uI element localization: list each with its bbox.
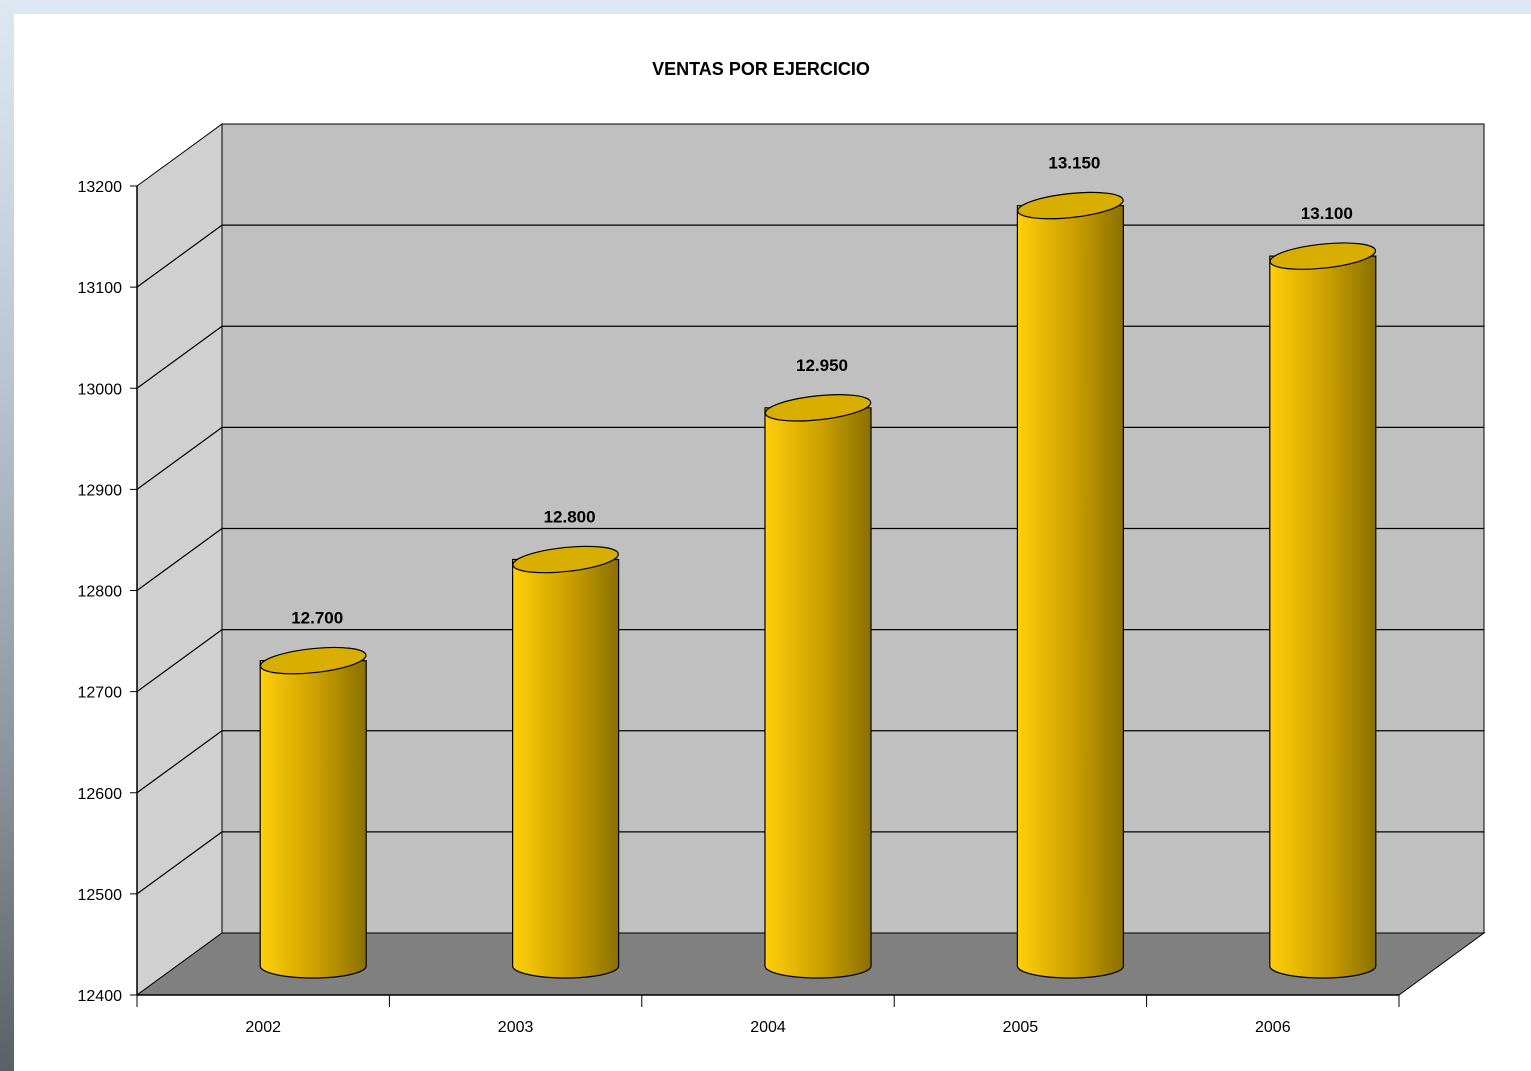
window-edge-strip — [0, 0, 14, 1071]
gridline-side — [136, 426, 223, 490]
bar-body — [512, 558, 620, 979]
data-labels: 12.700 12.800 12.950 13.150 13.100 — [291, 154, 1353, 628]
bar-top — [512, 545, 619, 574]
x-tick-label: 2005 — [1003, 1019, 1039, 1036]
data-label: 12.800 — [544, 508, 596, 527]
bar-body — [1269, 255, 1377, 979]
y-tick-label: 12900 — [78, 482, 123, 499]
gridline-side — [136, 831, 223, 895]
bar-2005 — [1016, 191, 1124, 979]
y-tick-label: 12800 — [78, 584, 123, 601]
gridline-side — [136, 730, 223, 794]
data-label: 13.100 — [1301, 204, 1353, 223]
gridline-side — [136, 224, 223, 288]
data-label: 13.150 — [1048, 154, 1100, 173]
gridline-side — [136, 528, 223, 591]
y-tick-label: 12700 — [78, 685, 123, 702]
chart-panel: 12400 12500 12600 12700 12800 12900 13000 13100… — [14, 14, 1531, 1071]
bar-top — [259, 646, 367, 675]
bar-body — [764, 407, 872, 979]
x-tick-label: 2003 — [498, 1019, 534, 1036]
y-tick-label: 12400 — [78, 988, 123, 1005]
data-label: 12.700 — [291, 609, 343, 628]
y-axis-ticks: 12400 12500 12600 12700 12800 12900 13000 13100… — [78, 179, 137, 1005]
y-tick-label: 13200 — [78, 179, 123, 196]
bars — [259, 191, 1377, 979]
bar-body — [1016, 204, 1124, 979]
x-tick-label: 2006 — [1255, 1019, 1291, 1036]
x-tick-label: 2004 — [750, 1019, 786, 1036]
data-label: 12.950 — [796, 356, 848, 375]
y-tick-label: 12500 — [78, 887, 123, 904]
bar-top — [1269, 242, 1377, 270]
y-tick-label: 12600 — [78, 786, 123, 803]
y-tick-label: 13000 — [78, 381, 123, 398]
bar-2006 — [1269, 242, 1377, 979]
y-tick-label: 13100 — [78, 280, 123, 297]
bar-2004 — [764, 394, 872, 979]
x-tick-label: 2002 — [245, 1019, 281, 1036]
x-axis: 2002 2003 2004 2005 2006 — [136, 186, 1400, 1036]
bar-chart: 12400 12500 12600 12700 12800 12900 13000 13100… — [78, 59, 1486, 1036]
gridline-side — [136, 629, 223, 693]
bar-top — [764, 394, 872, 422]
chart-title: VENTAS POR EJERCICIO — [652, 59, 870, 79]
bar-body — [259, 660, 367, 979]
bar-2002 — [259, 646, 367, 979]
bar-top — [1017, 191, 1124, 220]
gridline-side — [136, 325, 223, 389]
bar-2003 — [512, 545, 620, 979]
